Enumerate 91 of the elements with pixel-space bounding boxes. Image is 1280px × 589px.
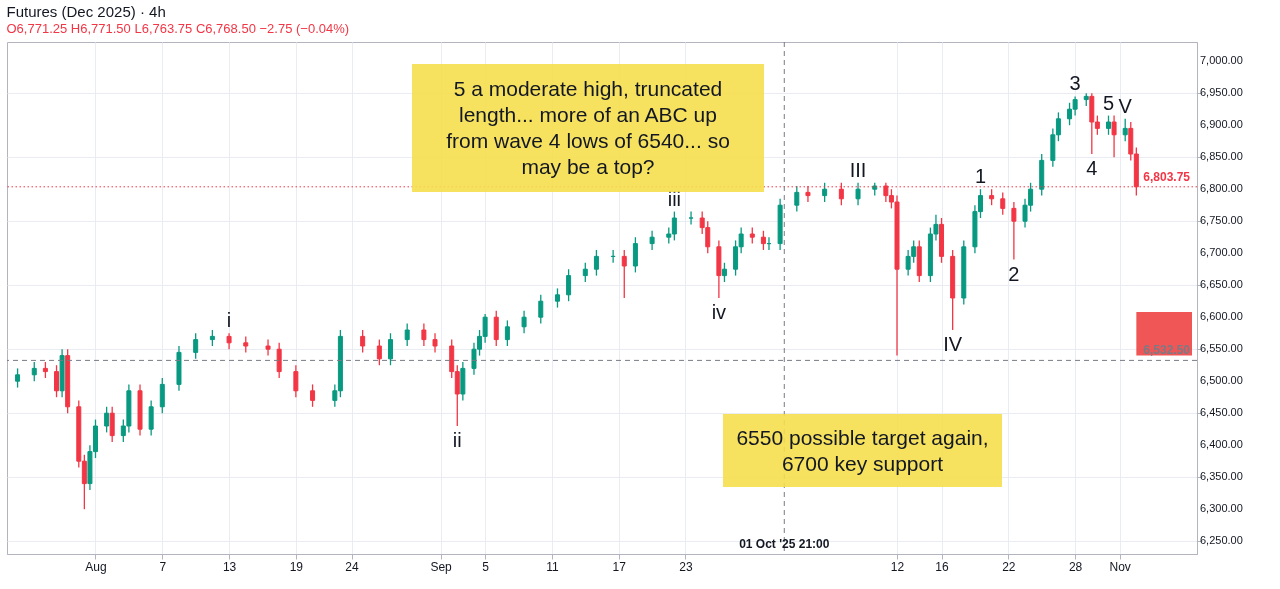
candlestick (276, 342, 282, 379)
note-box: 5 a moderate high, truncated length... more of an ABC up from wave 4 lows of 6540... so may be a top? (412, 64, 764, 192)
x-tick-label: 23 (679, 559, 693, 574)
candlestick (387, 332, 393, 366)
annotation: 1 (974, 165, 987, 188)
candlestick (1106, 114, 1112, 136)
candlestick (538, 294, 544, 325)
candlestick (159, 377, 165, 414)
ref-line-label: 01 Oct '25 21:00 (739, 537, 830, 551)
candlestick (193, 332, 199, 360)
candlestick (688, 210, 694, 226)
x-tick-label: Aug (85, 559, 107, 574)
y-tick-label: 6,950.00 (1200, 86, 1243, 99)
annotation: V (1118, 94, 1133, 117)
candlestick (493, 310, 499, 347)
candlestick (521, 310, 527, 334)
y-tick-label: 6,450.00 (1200, 406, 1243, 419)
x-tick-label: 28 (1068, 559, 1083, 574)
candlestick (310, 383, 316, 408)
x-tick-label: Sep (430, 559, 453, 574)
candlestick (432, 332, 438, 354)
candlestick (293, 364, 299, 398)
candlestick (404, 322, 410, 347)
candlestick (1000, 191, 1006, 216)
x-tick-label: 12 (890, 559, 905, 574)
annotation: III (849, 158, 867, 181)
x-tick-label: 7 (159, 559, 167, 574)
annotation: 5 (1102, 91, 1115, 114)
candlestick (376, 338, 382, 366)
annotation: IV (943, 333, 963, 355)
candlestick (554, 287, 560, 309)
candlestick (109, 406, 115, 443)
annotation: 6550 possible target again, 6700 key support (736, 424, 989, 477)
candlestick (360, 329, 366, 354)
y-tick-label: 6,850.00 (1200, 150, 1243, 163)
candlestick (582, 262, 588, 283)
candlestick (632, 236, 638, 274)
chart-title: Futures (Dec 2025) · 4h (6, 2, 166, 20)
y-tick-label: 7,000.00 (1200, 54, 1243, 67)
candlestick (104, 406, 110, 434)
y-tick-label: 6,250.00 (1200, 534, 1243, 547)
annotation: 2 (1008, 262, 1020, 285)
candlestick (148, 399, 154, 437)
x-tick-label: 11 (546, 559, 559, 574)
y-tick-label: 6,700.00 (1200, 246, 1243, 259)
candlestick (566, 268, 572, 302)
candlestick (54, 364, 60, 398)
candlestick (1122, 118, 1128, 142)
candlestick (1011, 201, 1017, 261)
candlestick (621, 249, 627, 299)
x-tick-label: 17 (612, 559, 627, 574)
annotation: i (226, 309, 232, 332)
ref-line-label: 6,532.50 (1143, 343, 1191, 358)
y-tick-label: 6,500.00 (1200, 374, 1243, 387)
candlestick (1111, 114, 1117, 158)
x-tick-label: 16 (935, 559, 950, 574)
x-tick-label: 24 (345, 559, 360, 574)
candlestick (760, 230, 766, 251)
x-tick-label: 22 (1002, 559, 1016, 574)
chart-subtitle: O6,771.25 H6,771.50 L6,763.75 C6,768.50 −2.75 (−0.04%) (6, 20, 350, 36)
candlestick (421, 322, 427, 347)
candlestick (721, 262, 727, 283)
ref-line-label: 6,803.75 (1143, 169, 1191, 184)
x-tick-label: 5 (482, 559, 490, 574)
candlestick (593, 249, 599, 277)
candlestick (794, 185, 800, 213)
x-tick-label: Nov (1109, 559, 1131, 574)
annotation: 4 (1086, 157, 1098, 179)
candlestick (855, 182, 861, 206)
y-tick-label: 6,750.00 (1200, 214, 1243, 227)
candlestick (31, 361, 37, 382)
candlestick (822, 182, 828, 203)
x-tick-label: 19 (289, 559, 304, 574)
annotation: 3 (1069, 72, 1081, 95)
y-tick-label: 6,550.00 (1200, 342, 1243, 355)
candlestick (504, 319, 510, 347)
annotation: iv (711, 301, 727, 323)
annotation: ii (452, 429, 462, 451)
candlestick (15, 367, 21, 389)
candlestick (265, 338, 271, 357)
note-box: 6550 possible target again, 6700 key support (723, 414, 1002, 487)
candlestick (649, 230, 655, 251)
annotation: 5 a moderate high, truncated length... more of an ABC up from wave 4 lows of 6540... so may be a top? (446, 76, 730, 180)
y-tick-label: 6,650.00 (1200, 278, 1243, 291)
y-tick-label: 6,800.00 (1200, 182, 1243, 195)
y-tick-label: 6,600.00 (1200, 310, 1243, 323)
y-tick-label: 6,900.00 (1200, 118, 1243, 131)
x-tick-label: 13 (222, 559, 237, 574)
y-tick-label: 6,400.00 (1200, 438, 1243, 451)
y-tick-label: 6,350.00 (1200, 470, 1243, 483)
y-tick-label: 6,300.00 (1200, 502, 1243, 515)
